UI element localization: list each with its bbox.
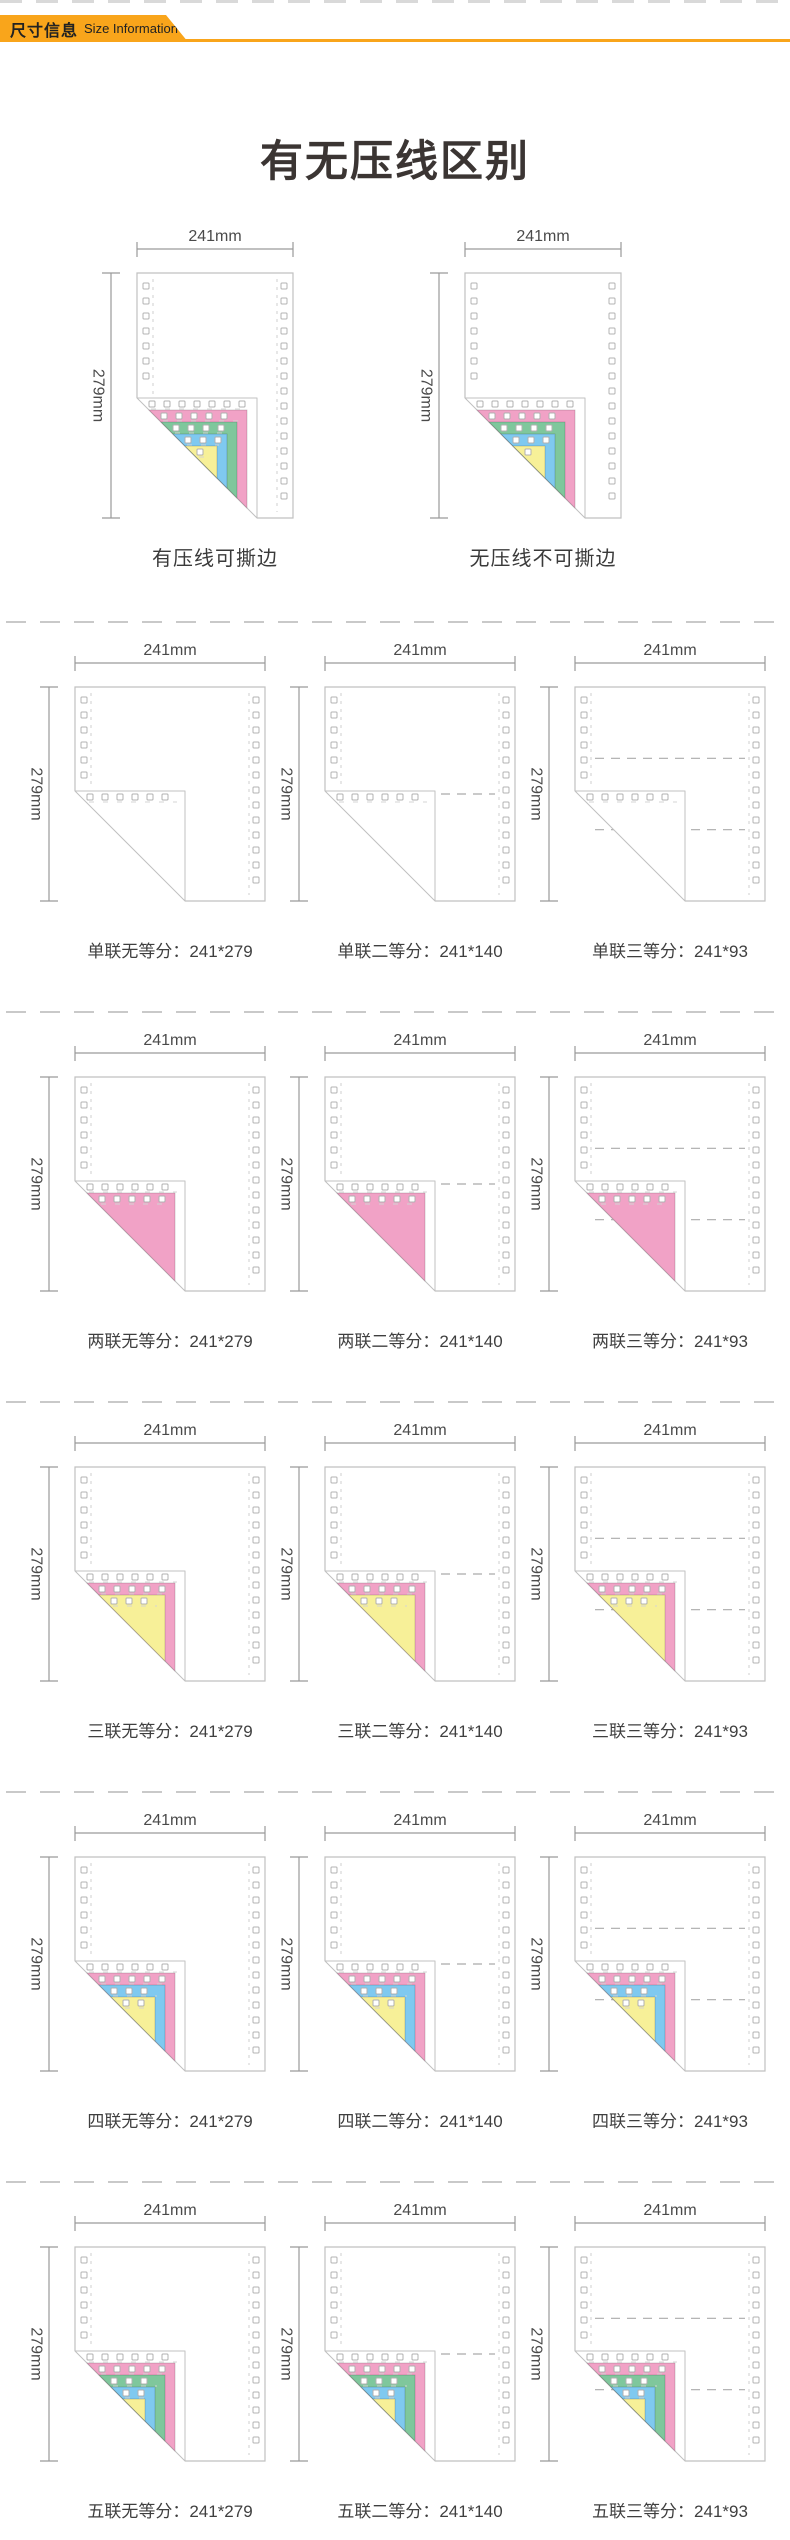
paper-diagram-r5c3: 241mm 279mm [523, 2197, 771, 2467]
diagram-caption: 两联无等分：241*279 [87, 1332, 253, 1351]
caption-row-5: 五联无等分：241*279 五联二等分：241*140 五联三等分：241*93 [0, 2497, 790, 2521]
svg-text:241mm: 241mm [143, 2202, 196, 2219]
svg-text:241mm: 241mm [393, 1812, 446, 1829]
paper-diagram-r2c1: 241mm 279mm [23, 1027, 271, 1297]
svg-text:279mm: 279mm [528, 1547, 545, 1600]
section-divider [6, 1011, 784, 1013]
svg-text:279mm: 279mm [278, 1937, 295, 1990]
svg-text:241mm: 241mm [143, 642, 196, 659]
svg-text:241mm: 241mm [393, 2202, 446, 2219]
comparison-diagrams: 241mm 279mm 241mm 279mm [0, 223, 790, 524]
svg-text:279mm: 279mm [278, 767, 295, 820]
paper-diagram-r3c3: 241mm 279mm [523, 1417, 771, 1687]
banner-title-zh: 尺寸信息 [10, 22, 79, 40]
top-section-divider [0, 0, 790, 3]
diagram-row-4: 241mm 279mm 241mm 279mm 241mm 279mm [0, 1807, 790, 2077]
svg-text:241mm: 241mm [143, 1032, 196, 1049]
svg-text:241mm: 241mm [143, 1422, 196, 1439]
svg-text:241mm: 241mm [143, 1812, 196, 1829]
svg-text:279mm: 279mm [28, 1157, 45, 1210]
diagram-caption: 五联三等分：241*93 [592, 2502, 748, 2521]
svg-text:241mm: 241mm [643, 1032, 696, 1049]
svg-text:279mm: 279mm [528, 1937, 545, 1990]
paper-diagram-r5c2: 241mm 279mm [273, 2197, 521, 2467]
svg-text:279mm: 279mm [28, 767, 45, 820]
paper-diagram-r4c3: 241mm 279mm [523, 1807, 771, 2077]
diagram-caption: 四联二等分：241*140 [337, 2112, 503, 2131]
diagram-caption: 四联三等分：241*93 [592, 2112, 748, 2131]
paper-diagram-r1c3: 241mm 279mm [523, 637, 771, 907]
comparison-labels: 有压线可撕边 无压线不可撕边 [0, 542, 790, 570]
section-divider [6, 1791, 784, 1793]
paper-diagram-r2c2: 241mm 279mm [273, 1027, 521, 1297]
banner: 尺寸信息 Size Information [0, 15, 790, 42]
diagram-row-3: 241mm 279mm 241mm 279mm 241mm 279mm [0, 1417, 790, 1687]
paper-diagram-r4c2: 241mm 279mm [273, 1807, 521, 2077]
banner-tab: 尺寸信息 Size Information [0, 15, 188, 42]
svg-text:241mm: 241mm [393, 642, 446, 659]
paper-diagram-r4c1: 241mm 279mm [23, 1807, 271, 2077]
svg-text:279mm: 279mm [528, 2327, 545, 2380]
diagram-caption: 单联三等分：241*93 [592, 942, 748, 961]
paper-diagram-r5c1: 241mm 279mm [23, 2197, 271, 2467]
svg-text:241mm: 241mm [643, 642, 696, 659]
svg-text:279mm: 279mm [90, 369, 107, 422]
svg-text:241mm: 241mm [393, 1422, 446, 1439]
banner-underline [0, 39, 790, 42]
paper-diagram-r3c2: 241mm 279mm [273, 1417, 521, 1687]
diagram-row-1: 241mm 279mm 241mm 279mm 241mm 279mm [0, 637, 790, 907]
diagram-caption: 单联二等分：241*140 [337, 942, 503, 961]
paper-diagram-r2c3: 241mm 279mm [523, 1027, 771, 1297]
svg-text:279mm: 279mm [278, 1157, 295, 1210]
diagram-caption: 单联无等分：241*279 [87, 942, 253, 961]
caption-row-2: 两联无等分：241*279 两联二等分：241*140 两联三等分：241*93 [0, 1327, 790, 1351]
svg-text:241mm: 241mm [393, 1032, 446, 1049]
svg-text:241mm: 241mm [516, 228, 569, 245]
page-title: 有无压线区别 [260, 138, 530, 186]
section-divider [6, 2181, 784, 2183]
caption-row-3: 三联无等分：241*279 三联二等分：241*140 三联三等分：241*93 [0, 1717, 790, 1741]
svg-text:279mm: 279mm [28, 1937, 45, 1990]
diagram-caption: 有压线可撕边 [152, 548, 278, 570]
svg-text:241mm: 241mm [643, 1812, 696, 1829]
caption-row-1: 单联无等分：241*279 单联二等分：241*140 单联三等分：241*93 [0, 937, 790, 961]
section-divider [6, 621, 784, 623]
banner-title-en: Size Information [84, 21, 178, 36]
svg-text:279mm: 279mm [28, 2327, 45, 2380]
diagram-caption: 两联三等分：241*93 [592, 1332, 748, 1351]
svg-text:279mm: 279mm [528, 767, 545, 820]
svg-text:279mm: 279mm [528, 1157, 545, 1210]
svg-text:241mm: 241mm [643, 1422, 696, 1439]
diagram-caption: 三联二等分：241*140 [337, 1722, 503, 1741]
svg-text:279mm: 279mm [28, 1547, 45, 1600]
diagram-caption: 两联二等分：241*140 [337, 1332, 503, 1351]
paper-diagram-r3c1: 241mm 279mm [23, 1417, 271, 1687]
svg-text:279mm: 279mm [278, 2327, 295, 2380]
diagram-row-5: 241mm 279mm 241mm 279mm 241mm 279mm [0, 2197, 790, 2467]
diagram-row-2: 241mm 279mm 241mm 279mm 241mm 279mm [0, 1027, 790, 1297]
diagram-caption: 四联无等分：241*279 [87, 2112, 253, 2131]
diagram-caption: 无压线不可撕边 [469, 548, 617, 570]
svg-text:241mm: 241mm [188, 228, 241, 245]
paper-diagram-uncreased: 241mm 279mm [413, 223, 627, 524]
caption-row-4: 四联无等分：241*279 四联二等分：241*140 四联三等分：241*93 [0, 2107, 790, 2131]
diagram-caption: 三联无等分：241*279 [87, 1722, 253, 1741]
svg-text:279mm: 279mm [278, 1547, 295, 1600]
svg-text:241mm: 241mm [643, 2202, 696, 2219]
paper-diagram-r1c1: 241mm 279mm [23, 637, 271, 907]
paper-diagram-r1c2: 241mm 279mm [273, 637, 521, 907]
section-divider [6, 1401, 784, 1403]
paper-diagram-creased: 241mm 279mm [85, 223, 299, 524]
size-grid: 241mm 279mm 241mm 279mm 241mm 279mm 单联无等分：241*… [0, 621, 790, 2521]
diagram-caption: 五联二等分：241*140 [337, 2502, 503, 2521]
svg-text:279mm: 279mm [418, 369, 435, 422]
diagram-caption: 五联无等分：241*279 [87, 2502, 253, 2521]
diagram-caption: 三联三等分：241*93 [592, 1722, 748, 1741]
